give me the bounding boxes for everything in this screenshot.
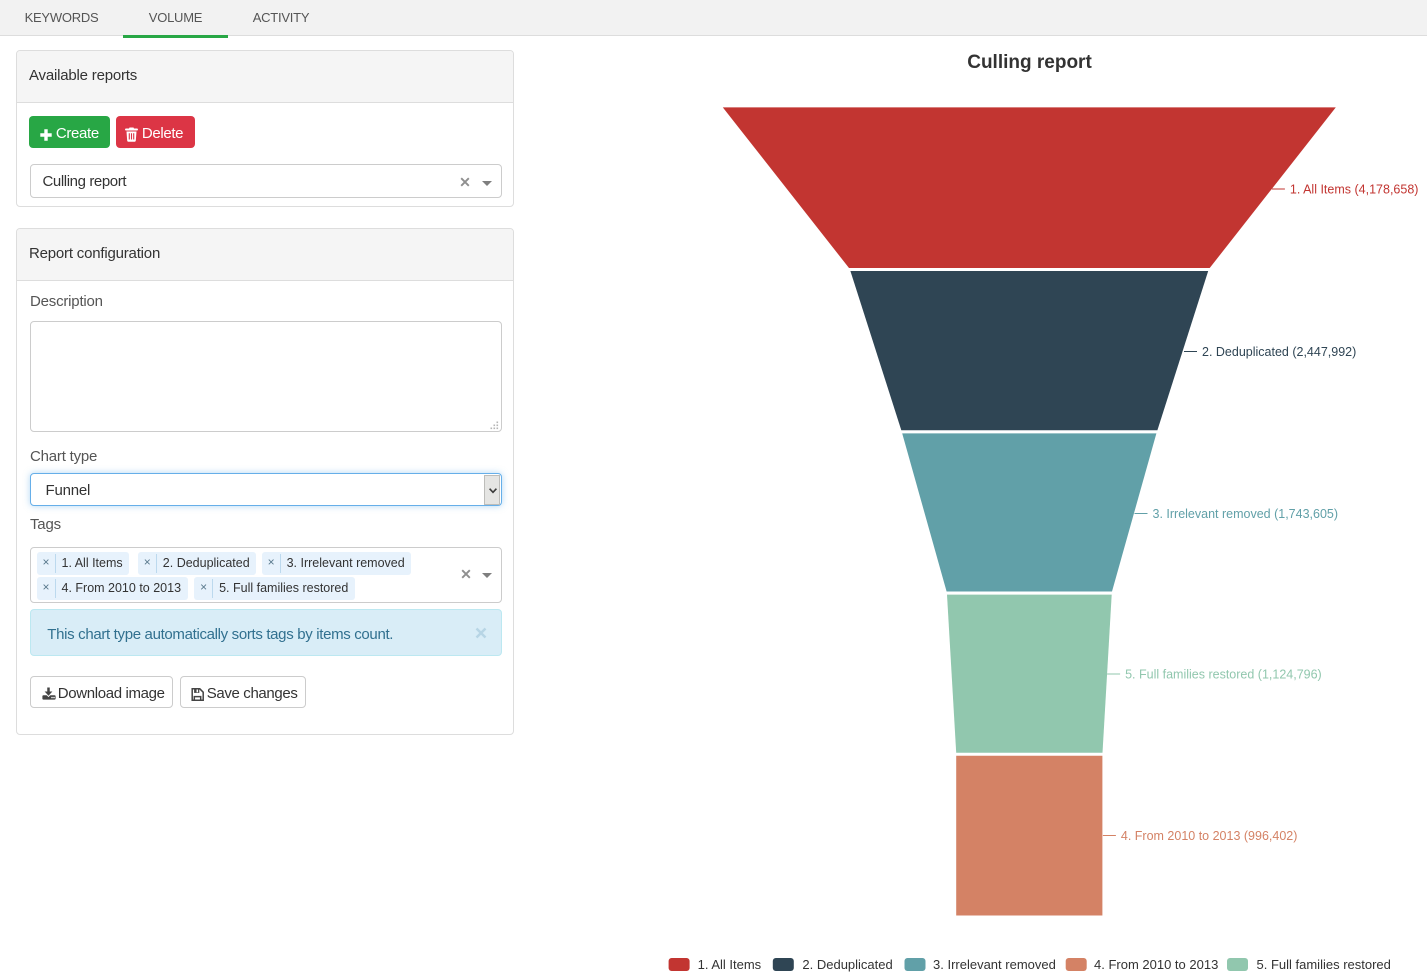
svg-text:4. From 2010 to 2013 (996,402): 4. From 2010 to 2013 (996,402) [1121, 829, 1298, 843]
svg-text:3. Irrelevant removed (1,743,6: 3. Irrelevant removed (1,743,605) [1153, 507, 1339, 521]
svg-text:4. From 2010 to 2013: 4. From 2010 to 2013 [1094, 957, 1218, 972]
svg-text:2. Deduplicated (2,447,992): 2. Deduplicated (2,447,992) [1202, 345, 1356, 359]
svg-text:1. All Items (4,178,658): 1. All Items (4,178,658) [1290, 182, 1419, 196]
svg-text:1. All Items: 1. All Items [698, 957, 762, 972]
svg-text:3. Irrelevant removed: 3. Irrelevant removed [933, 957, 1056, 972]
svg-text:5. Full families restored (1,1: 5. Full families restored (1,124,796) [1125, 667, 1322, 681]
svg-text:Culling report: Culling report [967, 52, 1092, 73]
svg-text:5. Full families restored: 5. Full families restored [1257, 957, 1391, 972]
svg-text:2. Deduplicated: 2. Deduplicated [802, 957, 892, 972]
